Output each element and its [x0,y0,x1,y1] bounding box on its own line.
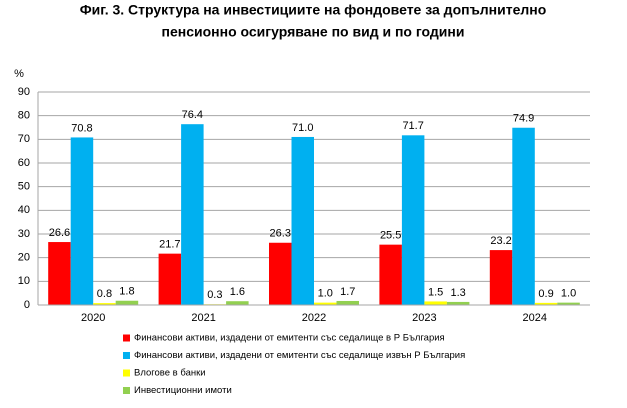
bar [534,302,558,305]
bar [115,300,139,305]
data-label: 1.8 [119,286,134,298]
chart-title: пенсионно осигуряване по вид и по години [162,24,465,40]
data-label: 0.3 [207,289,222,301]
bar [489,250,513,305]
bar [446,301,470,305]
legend-label: Финансови активи, издадени от емитенти с… [134,333,445,344]
bar [557,302,580,305]
bar [48,242,71,305]
data-label: 1.3 [451,287,466,299]
bar [226,301,249,305]
legend-label: Влогове в банки [134,368,206,379]
data-label: 1.7 [340,286,355,298]
y-tick-label: 70 [18,133,30,145]
bar [291,136,314,305]
bar [158,253,182,305]
legend-label: Инвестиционни имоти [134,385,232,396]
data-label: 25.5 [380,230,401,242]
data-label: 0.9 [538,288,553,300]
data-label: 70.8 [71,122,92,134]
data-label: 26.3 [270,228,291,240]
data-label: 1.0 [561,288,576,300]
bar [424,301,447,305]
bar [181,124,204,305]
data-label: 21.7 [159,239,180,251]
y-tick-label: 50 [18,181,30,193]
data-label: 1.5 [428,286,443,298]
legend-marker [123,369,130,377]
y-tick-label: 0 [24,299,30,311]
data-label: 74.9 [513,113,534,125]
data-label: 23.2 [490,235,511,247]
x-tick-label: 2021 [191,312,215,324]
legend-marker [123,352,130,359]
data-label: 71.7 [402,120,423,132]
data-label: 26.6 [49,227,70,239]
legend-label: Финансови активи, издадени от емитенти с… [134,350,465,361]
bar [269,242,292,305]
data-label: 1.6 [230,286,245,298]
x-tick-label: 2024 [523,312,547,324]
y-tick-label: 90 [18,86,30,98]
bar [512,127,535,305]
data-label: 76.4 [182,109,203,121]
data-label: 1.0 [318,288,333,300]
y-tick-label: 60 [18,157,30,169]
bar [401,135,425,305]
y-tick-label: 30 [18,228,30,240]
bar [70,137,94,305]
x-tick-label: 2023 [412,312,436,324]
x-tick-label: 2020 [81,312,105,324]
legend-marker [123,387,130,394]
bar [336,300,359,305]
y-tick-label: 40 [18,204,30,216]
bar [314,302,337,305]
y-tick-label: 80 [18,110,30,122]
y-axis-label: % [14,68,24,80]
data-label: 0.8 [97,288,112,300]
data-label: 71.0 [292,122,313,134]
bar [379,244,402,305]
bar [93,303,116,305]
y-tick-label: 10 [18,275,30,287]
x-tick-label: 2022 [302,312,326,324]
y-tick-label: 20 [18,252,30,264]
legend-marker [123,334,130,342]
chart-title: Фиг. 3. Структура на инвестициите на фон… [80,2,547,18]
